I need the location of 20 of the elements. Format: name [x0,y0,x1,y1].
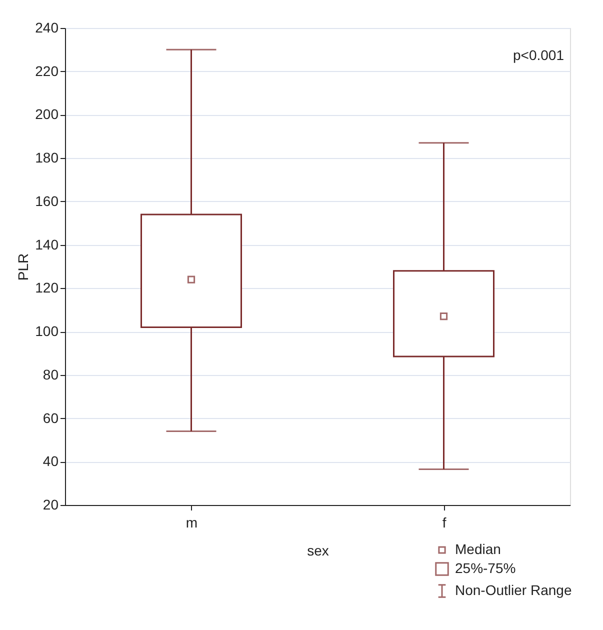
y-tick-label: 200 [35,106,59,122]
y-tick-label: 240 [35,20,59,36]
y-tick-label: 60 [42,410,59,426]
y-tick-label: 40 [42,453,59,470]
y-tick-label: 180 [35,150,59,166]
annotation: p<0.001 [513,47,564,63]
y-tick-label: 220 [35,62,59,79]
x-axis-title: sex [307,542,329,558]
y-axis-title: PLR [15,253,32,281]
y-tick-label: 100 [35,323,59,340]
text: Median [455,541,501,557]
text: Non-Outlier Range [455,582,572,598]
y-tick-label: 140 [35,236,59,252]
y-tick-label: 120 [35,280,59,296]
text: 25%-75% [455,560,516,576]
y-tick-label: 80 [42,366,59,382]
x-tick-label: f [442,514,446,530]
x-tick-label: m [186,514,198,530]
y-tick-label: 20 [42,496,59,512]
y-tick-label: 160 [35,192,59,209]
